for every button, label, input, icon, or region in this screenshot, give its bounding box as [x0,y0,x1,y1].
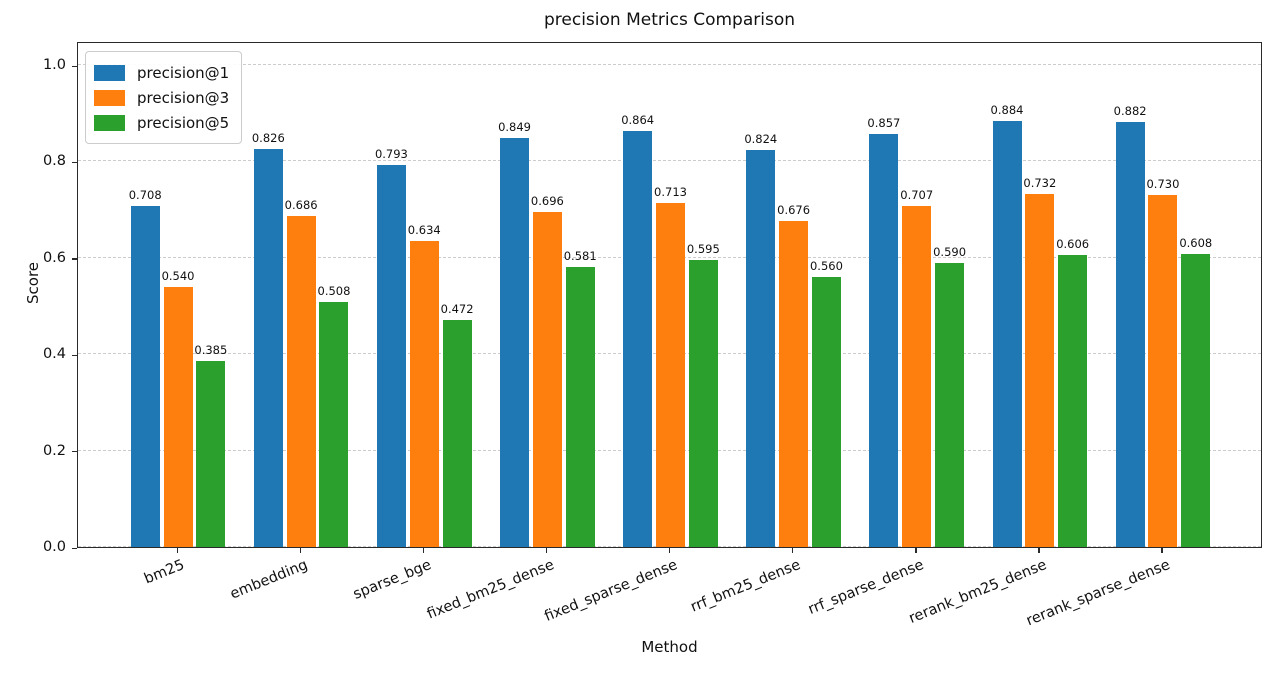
y-tick-label: 0.0 [42,539,66,555]
legend-swatch-icon [94,114,125,131]
legend-label: precision@5 [137,113,230,132]
legend-item: precision@3 [94,85,229,110]
legend-swatch-icon [94,64,125,81]
bar [688,260,718,547]
bar [902,206,932,547]
bar-value-label: 0.713 [654,185,687,200]
y-tick-mark [72,65,77,67]
x-tick-mark [545,548,548,553]
x-tick-mark [1038,548,1040,553]
bar-value-label: 0.590 [933,244,967,259]
bar [376,164,406,547]
bar-value-label: 0.608 [1179,236,1213,251]
x-tick-mark [915,548,917,553]
bar [565,267,595,547]
y-tick-label: 0.4 [42,346,66,363]
y-tick-label: 0.2 [42,442,66,459]
legend: precision@1 precision@3 precision@5 [85,51,243,144]
x-tick-mark [299,548,301,553]
gridline [78,64,1261,66]
legend-label: precision@3 [137,88,230,107]
y-tick-label: 0.6 [42,249,66,266]
y-axis-label: Score [24,261,43,304]
bar-value-label: 0.864 [621,112,655,127]
x-tick-mark [176,548,178,553]
bar-value-label: 0.606 [1056,236,1090,251]
bar-value-label: 0.472 [440,301,474,316]
bar-value-label: 0.824 [744,131,778,146]
plot-area: 0.708 0.826 0.793 0.849 0.864 0.824 0.857 0.884… [77,42,1262,548]
bar [1025,194,1055,547]
x-tick-mark [1161,548,1163,553]
x-tick-label: fixed_sparse_dense [542,557,680,625]
bar [286,216,316,547]
bar [442,319,472,547]
bar-value-label: 0.707 [900,188,934,203]
x-axis-label: Method [641,638,698,656]
bar-value-label: 0.793 [374,146,408,161]
bar [811,277,841,547]
bar-value-label: 0.882 [1113,103,1147,118]
bar-value-label: 0.884 [990,103,1024,117]
bar-value-label: 0.385 [194,343,228,358]
bar-value-label: 0.686 [284,198,318,213]
legend-swatch-icon [94,89,125,106]
x-tick-label: sparse_bge [350,557,434,603]
bar-value-label: 0.696 [530,193,564,208]
legend-item: precision@5 [94,110,229,135]
bar-value-label: 0.560 [809,259,843,274]
legend-item: precision@1 [94,60,229,85]
x-tick-label: rrf_bm25_dense [688,557,803,616]
x-tick-label: fixed_bm25_dense [424,557,557,623]
bar-value-label: 0.634 [407,223,441,238]
bar-value-label: 0.581 [563,249,597,264]
bar [623,130,653,547]
bar-value-label: 0.730 [1146,177,1180,192]
chart-title: precision Metrics Comparison [544,10,795,30]
y-tick-mark [72,451,77,453]
bar-value-label: 0.857 [867,116,901,131]
bar [130,205,160,547]
y-tick-mark [72,258,77,260]
bar-value-label: 0.732 [1023,176,1057,191]
bar [253,148,283,547]
bar-value-label: 0.508 [317,284,351,299]
bar-value-label: 0.826 [251,130,285,145]
legend-label: precision@1 [137,63,230,82]
bar [1181,254,1211,547]
bar-value-label: 0.676 [777,203,811,218]
x-tick-mark [792,548,794,553]
bar [656,203,685,547]
y-tick-label: 0.8 [42,153,66,170]
bar [779,221,809,547]
y-tick-mark [72,161,77,164]
bar [1148,195,1178,547]
gridline [78,160,1261,162]
x-tick-label: bm25 [142,557,188,588]
x-tick-label: embedding [228,557,311,603]
bar-value-label: 0.849 [498,119,532,134]
bar [319,302,349,547]
x-tick-mark [422,548,425,553]
bar [1058,254,1088,547]
bar-value-label: 0.595 [686,242,720,257]
x-tick-label: rrf_sparse_dense [805,557,926,618]
x-tick-mark [669,548,671,553]
bar [935,262,965,547]
bar [532,211,562,547]
bar [409,241,439,547]
y-tick-mark [72,354,77,357]
bar-value-label: 0.708 [128,187,162,202]
y-tick-mark [72,547,77,549]
bar-value-label: 0.540 [161,268,195,283]
bar [196,361,226,547]
bar [1115,121,1145,547]
y-tick-label: 1.0 [42,57,66,74]
bar [992,121,1022,547]
bar [163,286,193,547]
bar [746,149,776,547]
bar [869,134,899,547]
bar [500,137,530,547]
